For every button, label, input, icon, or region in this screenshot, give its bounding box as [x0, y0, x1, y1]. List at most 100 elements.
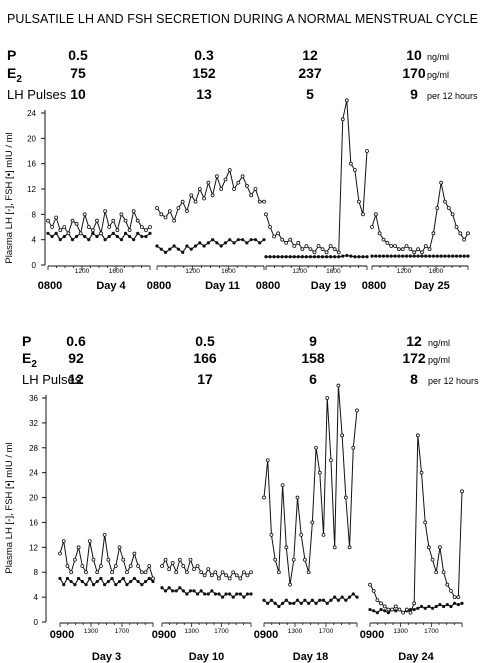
lh-point [95, 218, 99, 223]
fsh-point [345, 253, 349, 258]
fsh-point [50, 234, 54, 239]
lh-point [355, 408, 359, 413]
fsh-point [220, 595, 225, 599]
lh-point [245, 573, 250, 578]
fsh-point [140, 583, 144, 587]
x-tick-label: 1200 [75, 268, 90, 275]
lh-point [217, 576, 221, 581]
lh-point [312, 250, 317, 255]
fsh-point [206, 592, 210, 596]
lh-point [244, 183, 249, 188]
fsh-point [333, 595, 337, 599]
lh-point [70, 218, 75, 223]
fsh-point [219, 244, 223, 248]
fsh-point [228, 592, 232, 596]
fsh-point [228, 238, 232, 242]
fsh-point [210, 589, 214, 593]
fsh-point [136, 579, 140, 584]
x-tick-label: 1300 [288, 628, 303, 635]
fsh-point [299, 601, 303, 605]
lh-point [336, 383, 341, 388]
fsh-point [106, 579, 110, 584]
figure-title: PULSATILE LH AND FSH SECRETION DURING A … [7, 12, 478, 26]
top-e2-subscript: 2 [16, 74, 22, 85]
lh-series-line [156, 168, 264, 223]
fsh-point [242, 595, 246, 599]
lh-point [249, 570, 253, 575]
fsh-point [223, 241, 228, 245]
lh-point [458, 231, 463, 236]
bottom-y-tick-label: 24 [29, 469, 38, 478]
lh-point [401, 610, 406, 615]
lh-point [155, 206, 159, 210]
fsh-point [466, 254, 470, 258]
x-tick-label: 1200 [397, 268, 412, 275]
fsh-point [84, 583, 88, 587]
top-y-tick-label: 0 [32, 261, 37, 270]
x-tick-label: 1700 [319, 628, 334, 635]
fsh-point [344, 598, 348, 602]
lh-point [276, 231, 281, 236]
fsh-point [308, 255, 313, 259]
lh-point [427, 247, 432, 252]
lh-point [340, 117, 345, 122]
fsh-point [144, 234, 148, 239]
lh-point [368, 582, 372, 587]
lh-point [321, 532, 326, 537]
lh-point [206, 567, 211, 572]
lh-point [452, 595, 457, 600]
lh-point [347, 545, 352, 550]
lh-point [86, 225, 91, 229]
fsh-point [420, 254, 424, 258]
lh-point [379, 601, 383, 606]
fsh-point [449, 604, 453, 609]
lh-point [181, 564, 186, 568]
lh-point [320, 247, 325, 252]
fsh-point [172, 244, 176, 248]
fsh-point [337, 255, 341, 259]
lh-point [224, 573, 228, 578]
lh-point [449, 588, 453, 593]
day-label: Day 4 [96, 280, 126, 292]
fsh-point [88, 576, 92, 581]
lh-point [450, 212, 455, 217]
lh-point [99, 231, 103, 236]
lh-point [332, 545, 337, 550]
day-label: Day 3 [92, 651, 121, 663]
lh-point [329, 458, 333, 463]
fsh-point [321, 598, 326, 602]
fsh-point [272, 255, 276, 259]
lh-point [128, 564, 133, 568]
fsh-point [460, 601, 464, 605]
lh-point [373, 212, 378, 217]
lh-point [352, 168, 357, 172]
top-e2-label: E2 [7, 65, 22, 85]
fsh-point [445, 602, 449, 607]
lh-point [262, 495, 266, 500]
fsh-point [341, 254, 345, 258]
lh-point [262, 199, 266, 204]
fsh-point [288, 255, 292, 259]
lh-point [213, 570, 218, 575]
lh-point [324, 250, 329, 255]
lh-point [76, 545, 81, 550]
lh-point [280, 483, 285, 488]
lh-point [462, 237, 467, 242]
fsh-point [125, 583, 129, 587]
lh-point [219, 187, 224, 191]
bottom-subpanel-day-24: 1300 1700 0900 Day 24 [360, 433, 464, 663]
fsh-point [132, 576, 136, 581]
fsh-point [329, 598, 333, 602]
fsh-point [370, 254, 374, 258]
fsh-point [167, 586, 171, 590]
lh-point [185, 209, 189, 214]
start-time-label: 0900 [360, 629, 384, 641]
top-y-axis-title: Plasma LH [◦], FSH [•] mIU / ml [4, 132, 15, 263]
fsh-point [95, 579, 99, 584]
lh-point [456, 595, 461, 600]
lh-point [426, 545, 431, 550]
lh-point [408, 610, 413, 615]
bottom-subpanel-day-18: 1300 1700 0900 Day 18 [254, 383, 359, 663]
bottom-p-day18: 9 [309, 333, 317, 349]
fsh-point [111, 231, 115, 235]
